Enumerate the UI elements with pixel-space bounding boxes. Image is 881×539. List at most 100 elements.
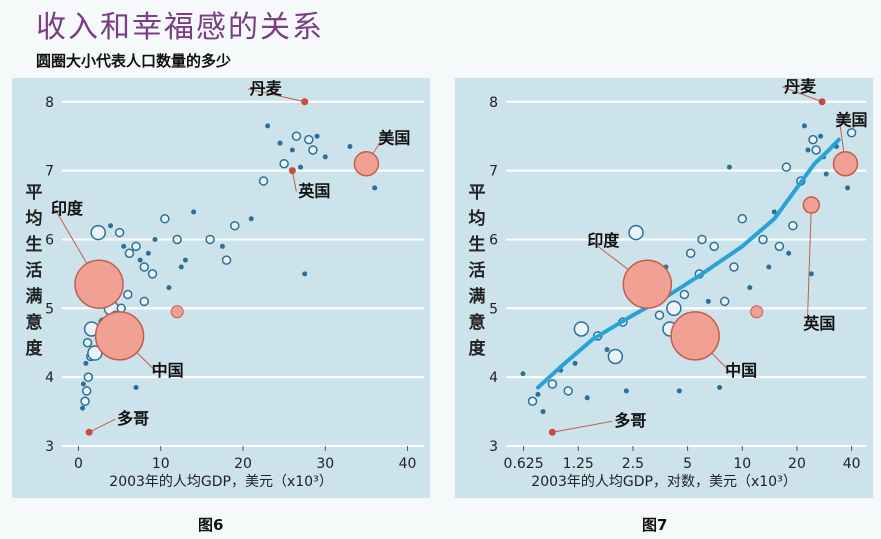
data-point xyxy=(547,379,558,389)
data-point xyxy=(160,214,170,224)
scatter-chart-log: 3 4 5 6 7 8 0.625 1.25 2.5 5 10 20 40 2003年的人均GDP，对数，… xyxy=(455,77,873,498)
highlight-leader xyxy=(806,205,812,325)
y-tick-label: 4 xyxy=(489,370,498,386)
data-point xyxy=(786,250,792,256)
y-axis-label-char: 满 xyxy=(469,286,486,307)
data-point xyxy=(628,224,644,241)
data-point xyxy=(258,176,269,186)
data-point xyxy=(80,381,86,387)
y-tick-label: 7 xyxy=(489,164,498,180)
data-point xyxy=(347,144,353,150)
x-tick-label: 30 xyxy=(316,456,334,472)
data-point xyxy=(774,241,785,252)
data-point xyxy=(83,372,94,382)
highlight-label: 英国 xyxy=(802,314,835,333)
y-tick-label: 8 xyxy=(45,95,54,111)
x-axis-label: 2003年的人均GDP，美元（x10³） xyxy=(109,474,332,490)
data-point xyxy=(172,234,182,245)
x-tick-label: 10 xyxy=(152,456,170,472)
highlight-point xyxy=(85,428,93,436)
x-tick-label: 10 xyxy=(733,456,751,472)
highlight-leader xyxy=(88,418,116,433)
data-point xyxy=(788,220,798,231)
data-point xyxy=(205,234,215,245)
x-axis-label: 2003年的人均GDP，对数，美元（x10³） xyxy=(531,474,796,490)
data-point xyxy=(166,285,172,291)
data-point xyxy=(697,234,707,245)
data-point xyxy=(540,409,546,415)
highlight-label: 美国 xyxy=(378,129,410,148)
data-point xyxy=(808,271,814,277)
data-point xyxy=(248,216,254,222)
y-tick-label: 6 xyxy=(489,232,498,248)
data-point xyxy=(322,154,328,160)
y-tick-label: 5 xyxy=(45,301,54,317)
data-point xyxy=(123,289,133,300)
highlight-label: 印度 xyxy=(587,231,620,250)
highlight-leader xyxy=(552,420,613,433)
data-point xyxy=(116,303,126,314)
highlight-label: 丹麦 xyxy=(784,77,817,96)
data-point xyxy=(133,384,139,390)
data-point xyxy=(527,396,538,406)
highlight-point xyxy=(548,428,556,436)
highlight-point xyxy=(94,311,145,361)
x-tick-label: 20 xyxy=(234,456,252,472)
data-point xyxy=(279,158,289,169)
data-point xyxy=(302,271,308,277)
data-point xyxy=(114,227,125,238)
x-tick-label: 40 xyxy=(843,456,861,472)
y-axis-label-char: 生 xyxy=(26,234,43,255)
trend-line xyxy=(536,137,841,390)
data-point xyxy=(152,236,158,242)
data-point xyxy=(230,220,240,231)
data-point xyxy=(298,164,304,170)
data-point xyxy=(805,147,811,153)
y-axis-label-char: 均 xyxy=(26,208,43,229)
data-point xyxy=(124,248,135,258)
y-tick-label: 3 xyxy=(45,439,54,455)
highlight-leader xyxy=(781,86,823,103)
data-point xyxy=(108,223,114,229)
data-point xyxy=(145,250,151,256)
data-point xyxy=(781,162,792,172)
data-point xyxy=(729,262,739,272)
data-point xyxy=(147,269,158,279)
data-point xyxy=(191,209,197,215)
data-point xyxy=(80,405,86,411)
data-point xyxy=(845,185,851,191)
highlight-label: 中国 xyxy=(725,361,757,380)
data-point xyxy=(82,337,93,348)
data-point xyxy=(265,123,271,129)
y-axis-label-char: 度 xyxy=(469,338,487,359)
highlight-point xyxy=(353,150,380,177)
data-point xyxy=(818,133,824,139)
data-point xyxy=(846,128,857,138)
data-point xyxy=(758,234,768,245)
data-point xyxy=(90,224,106,241)
data-point xyxy=(808,134,818,145)
y-axis-label-char: 度 xyxy=(26,338,44,359)
data-point xyxy=(178,264,184,270)
data-point xyxy=(623,388,629,394)
y-axis-label-char: 平 xyxy=(26,183,43,203)
highlight-label: 美国 xyxy=(835,111,867,130)
data-point xyxy=(747,285,753,291)
data-point xyxy=(308,145,318,155)
data-point xyxy=(572,360,578,366)
data-point xyxy=(314,133,320,139)
data-point xyxy=(80,396,90,406)
data-point xyxy=(131,241,141,252)
data-point xyxy=(289,147,295,153)
y-tick-label: 4 xyxy=(45,370,54,386)
data-point xyxy=(801,123,807,129)
highlight-label: 中国 xyxy=(152,361,184,380)
data-point xyxy=(372,185,378,191)
highlight-point xyxy=(802,196,821,214)
data-point xyxy=(685,248,696,258)
highlight-leader xyxy=(291,170,297,192)
y-tick-label: 5 xyxy=(489,301,498,317)
highlight-point xyxy=(288,167,296,175)
y-tick-label: 8 xyxy=(489,95,498,111)
y-axis-label-char: 活 xyxy=(469,260,486,281)
